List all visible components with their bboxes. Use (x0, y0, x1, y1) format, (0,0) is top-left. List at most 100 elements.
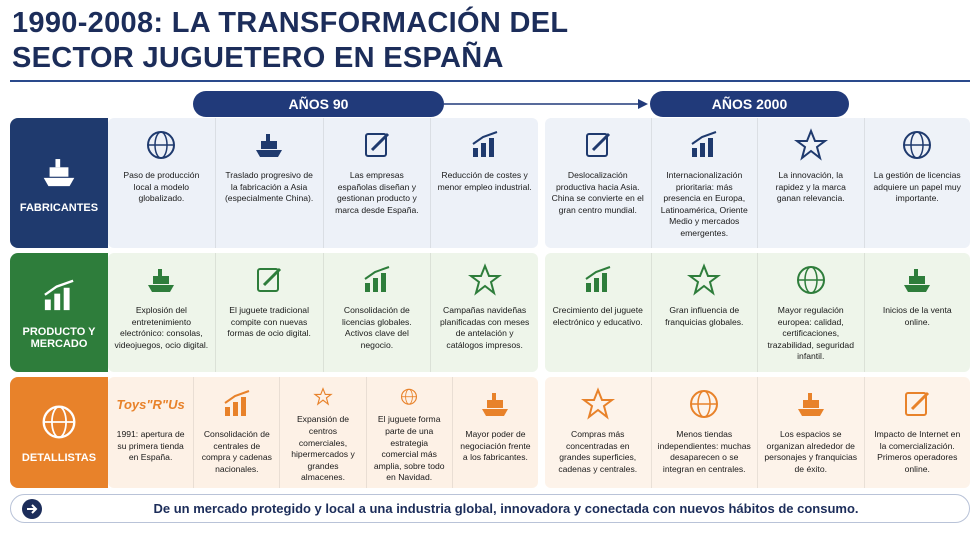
row-label: DETALLISTAS (10, 377, 108, 488)
item-icon (482, 393, 509, 416)
item-text: Consolidación de licencias globales. Act… (342, 305, 412, 350)
item: Impacto de Internet en la comercializaci… (863, 377, 971, 488)
item: Compras más concentradas en grandes supe… (545, 377, 651, 488)
item-icon (364, 266, 390, 292)
item-icon (796, 266, 825, 294)
title-rule (10, 80, 970, 82)
item-text: Paso de producción local a modelo global… (123, 170, 200, 204)
item-text: Compras más concentradas en grandes supe… (558, 429, 638, 474)
item-text: Expansión de centros comerciales, hiperm… (291, 414, 355, 483)
item-text: Reducción de costes y menor empleo indus… (437, 170, 532, 192)
item: Inicios de la venta online. (863, 253, 971, 372)
item-text: Traslado progresivo de la fabricación a … (224, 170, 314, 204)
item-text: El juguete forma parte de una estrategia… (373, 414, 445, 483)
item-icon (904, 269, 931, 292)
item: Traslado progresivo de la fabricación a … (214, 118, 323, 248)
item-text: Los espacios se organizan alrededor de p… (764, 429, 858, 474)
panel: Paso de producción local a modelo global… (108, 118, 538, 248)
row-icon (43, 159, 75, 187)
row-icon (44, 279, 74, 310)
item-text: La gestión de licencias adquiere un pape… (873, 170, 961, 204)
item: Toys"R"Us 1991: apertura de su primera ti… (108, 377, 193, 488)
footer: De un mercado protegido y local a una in… (10, 494, 970, 523)
item-icon (224, 390, 250, 416)
row-label-text: FABRICANTES (19, 202, 99, 214)
item: Consolidación de centrales de compra y c… (193, 377, 279, 488)
footer-text: De un mercado protegido y local a una in… (153, 501, 859, 516)
item-text: Crecimiento del juguete electrónico y ed… (552, 305, 643, 327)
item-text: La innovación, la rapidez y la marca gan… (775, 170, 846, 204)
footer-icon (22, 498, 42, 519)
item: La innovación, la rapidez y la marca gan… (757, 118, 864, 248)
panel: Compras más concentradas en grandes supe… (545, 377, 970, 488)
item-icon (793, 128, 828, 161)
item: El juguete tradicional compite con nueva… (214, 253, 323, 372)
title: 1990-2008: LA TRANSFORMACIÓN DEL SECTOR … (12, 6, 568, 76)
item: La gestión de licencias adquiere un pape… (863, 118, 971, 248)
item-icon (257, 267, 282, 292)
item: Mayor poder de negociación frente a los … (451, 377, 538, 488)
item-text: Impacto de Internet en la comercializaci… (874, 429, 961, 474)
item-text: Mayor regulación europea: calidad, certi… (767, 305, 854, 362)
panel: Crecimiento del juguete electrónico y ed… (545, 253, 970, 372)
item-icon (691, 131, 717, 157)
item: Reducción de costes y menor empleo indus… (430, 118, 538, 248)
period-pill: AÑOS 90 (193, 91, 444, 117)
item-icon (903, 131, 932, 159)
item-icon (364, 132, 389, 157)
item-icon (467, 263, 502, 296)
item-icon (690, 390, 719, 418)
item: Campañas navideñas planificadas con mese… (430, 253, 538, 372)
row-icon (42, 405, 76, 438)
item-text: Consolidación de centrales de compra y c… (201, 429, 272, 474)
item-icon (147, 131, 176, 159)
item: Consolidación de licencias globales. Act… (322, 253, 431, 372)
row-label-text: PRODUCTO Y MERCADO (22, 325, 96, 350)
item-icon (580, 387, 615, 420)
item-text: Explosión del entretenimiento electrónic… (114, 305, 209, 350)
item-icon (905, 391, 930, 416)
item-icon (585, 266, 611, 292)
period-pill: AÑOS 2000 (650, 91, 849, 117)
logo: Toys"R"Us (116, 396, 185, 412)
item-text: Mayor poder de negociación frente a los … (460, 429, 531, 463)
item-text: Deslocalización productiva hacia Asia. C… (551, 170, 644, 215)
item-icon (687, 263, 722, 296)
item: Expansión de centros comerciales, hiperm… (279, 377, 365, 488)
item-icon (797, 393, 824, 416)
item-icon (256, 134, 283, 157)
row-label: FABRICANTES (10, 118, 108, 248)
item-text: Menos tiendas independientes: muchas des… (657, 429, 751, 474)
item-text: El juguete tradicional compite con nueva… (227, 305, 311, 339)
item-text: Internacionalización prioritaria: más pr… (660, 170, 748, 238)
item-icon (472, 131, 497, 157)
panel: Toys"R"Us 1991: apertura de su primera ti… (108, 377, 538, 488)
item-text: Las empresas españolas diseñan y gestion… (335, 170, 419, 215)
item-icon (148, 269, 175, 292)
item: Mayor regulación europea: calidad, certi… (757, 253, 864, 372)
item: Las empresas españolas diseñan y gestion… (322, 118, 431, 248)
item-text: Inicios de la venta online. (882, 305, 952, 327)
item-icon (313, 387, 333, 406)
row-label: PRODUCTO Y MERCADO (10, 253, 108, 372)
item: Los espacios se organizan alrededor de p… (757, 377, 864, 488)
title-line: SECTOR JUGUETERO EN ESPAÑA (12, 42, 504, 74)
item: Paso de producción local a modelo global… (108, 118, 215, 248)
title-line: 1990-2008: LA TRANSFORMACIÓN DEL (12, 7, 569, 39)
panel: Deslocalización productiva hacia Asia. C… (545, 118, 970, 248)
item: El juguete forma parte de una estrategia… (365, 377, 452, 488)
item: Gran influencia de franquicias globales. (650, 253, 758, 372)
item-icon (401, 388, 418, 405)
row-label-text: DETALLISTAS (21, 451, 97, 464)
item-icon (585, 132, 610, 157)
item: Menos tiendas independientes: muchas des… (650, 377, 758, 488)
period-arrow (444, 99, 648, 109)
item: Internacionalización prioritaria: más pr… (650, 118, 758, 248)
item: Deslocalización productiva hacia Asia. C… (545, 118, 651, 248)
panel: Explosión del entretenimiento electrónic… (108, 253, 538, 372)
item: Crecimiento del juguete electrónico y ed… (545, 253, 651, 372)
item: Explosión del entretenimiento electrónic… (108, 253, 215, 372)
item-text: Gran influencia de franquicias globales. (665, 305, 744, 327)
item-text: Campañas navideñas planificadas con mese… (439, 305, 530, 350)
